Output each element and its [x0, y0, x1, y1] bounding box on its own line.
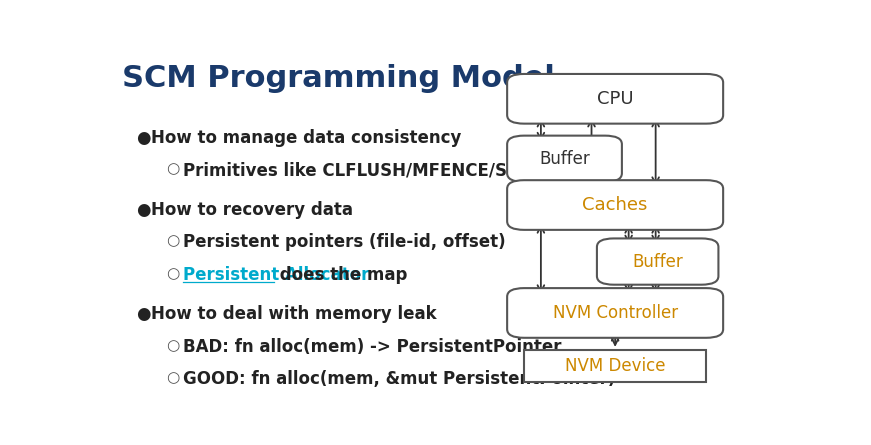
- Text: Buffer: Buffer: [632, 253, 683, 271]
- Text: CPU: CPU: [597, 90, 633, 108]
- Text: ○: ○: [166, 370, 179, 385]
- FancyBboxPatch shape: [507, 288, 723, 338]
- Text: does the map: does the map: [273, 266, 407, 284]
- Text: ○: ○: [166, 233, 179, 248]
- Text: ●: ●: [136, 305, 151, 323]
- FancyBboxPatch shape: [524, 350, 706, 382]
- Text: NVM Controller: NVM Controller: [552, 304, 678, 322]
- Text: SCM Programming Model: SCM Programming Model: [122, 64, 555, 93]
- Text: ●: ●: [136, 129, 151, 147]
- Text: How to recovery data: How to recovery data: [151, 201, 353, 219]
- Text: ●: ●: [136, 201, 151, 219]
- FancyBboxPatch shape: [507, 74, 723, 124]
- Text: Persistent Allocator: Persistent Allocator: [183, 266, 369, 284]
- Text: ○: ○: [166, 162, 179, 176]
- Text: How to manage data consistency: How to manage data consistency: [151, 129, 461, 147]
- Text: ○: ○: [166, 266, 179, 281]
- Text: BAD: fn alloc(mem) -> PersistentPointer: BAD: fn alloc(mem) -> PersistentPointer: [183, 338, 562, 356]
- FancyBboxPatch shape: [507, 136, 622, 182]
- Text: ○: ○: [166, 338, 179, 353]
- Text: How to deal with memory leak: How to deal with memory leak: [151, 305, 436, 323]
- Text: Caches: Caches: [583, 196, 648, 214]
- FancyBboxPatch shape: [597, 239, 719, 285]
- Text: GOOD: fn alloc(mem, &mut PersistentPointer): GOOD: fn alloc(mem, &mut PersistentPoint…: [183, 370, 616, 388]
- Text: NVM Device: NVM Device: [565, 357, 665, 375]
- Text: Persistent pointers (file-id, offset): Persistent pointers (file-id, offset): [183, 233, 506, 251]
- Text: Buffer: Buffer: [539, 150, 590, 168]
- Text: Primitives like CLFLUSH/MFENCE/SFENCE: Primitives like CLFLUSH/MFENCE/SFENCE: [183, 162, 567, 179]
- FancyBboxPatch shape: [507, 180, 723, 230]
